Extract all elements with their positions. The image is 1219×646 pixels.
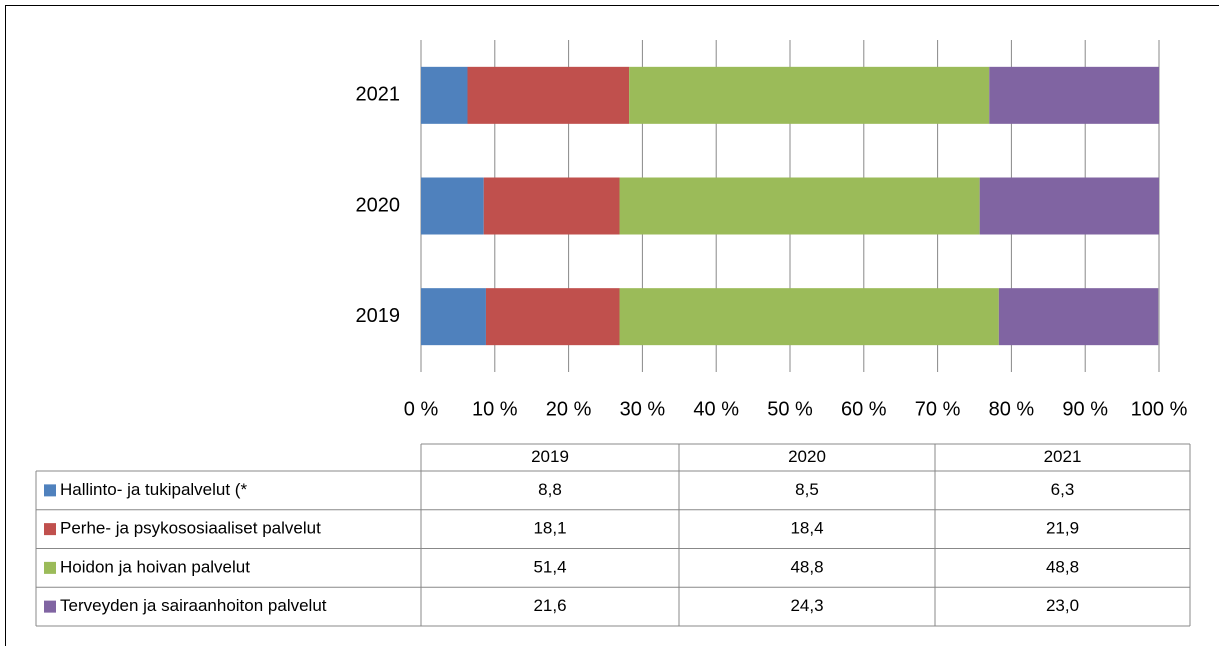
bar-segment bbox=[483, 177, 620, 235]
bar-segment bbox=[467, 66, 630, 124]
bar-segment bbox=[629, 66, 990, 124]
legend-swatch bbox=[44, 523, 56, 536]
bar-segment bbox=[421, 177, 484, 235]
bar-segment bbox=[421, 288, 486, 346]
table-value: 6,3 bbox=[1051, 480, 1075, 499]
bar-segment bbox=[998, 288, 1159, 346]
x-tick-label: 40 % bbox=[693, 398, 739, 420]
x-tick-label: 50 % bbox=[767, 398, 813, 420]
legend-label: Terveyden ja sairaanhoiton palvelut bbox=[60, 596, 327, 615]
table-header: 2019 bbox=[531, 447, 569, 466]
x-tick-label: 60 % bbox=[841, 398, 887, 420]
legend-label: Perhe- ja psykososiaaliset palvelut bbox=[60, 519, 321, 538]
x-tick-label: 80 % bbox=[989, 398, 1035, 420]
table-value: 48,8 bbox=[790, 557, 823, 576]
bar-segment bbox=[421, 66, 468, 124]
x-tick-label: 20 % bbox=[546, 398, 592, 420]
x-tick-label: 100 % bbox=[1131, 398, 1188, 420]
bar-segment bbox=[979, 177, 1159, 235]
y-tick-label: 2021 bbox=[356, 84, 401, 106]
table-header: 2020 bbox=[788, 447, 826, 466]
legend-label: Hoidon ja hoivan palvelut bbox=[60, 557, 250, 576]
legend-swatch bbox=[44, 561, 56, 574]
legend-swatch bbox=[44, 484, 56, 497]
x-tick-label: 90 % bbox=[1062, 398, 1108, 420]
x-tick-label: 10 % bbox=[472, 398, 518, 420]
x-tick-label: 70 % bbox=[915, 398, 961, 420]
table-value: 8,8 bbox=[538, 480, 562, 499]
bar-segment bbox=[989, 66, 1159, 124]
legend-label: Hallinto- ja tukipalvelut (* bbox=[60, 480, 247, 499]
table-value: 24,3 bbox=[790, 596, 823, 615]
y-tick-label: 2019 bbox=[356, 305, 401, 327]
table-header: 2021 bbox=[1044, 447, 1082, 466]
table-value: 21,9 bbox=[1046, 519, 1079, 538]
table-value: 23,0 bbox=[1046, 596, 1079, 615]
y-tick-label: 2020 bbox=[356, 194, 401, 216]
table-value: 18,1 bbox=[533, 519, 566, 538]
table-value: 51,4 bbox=[533, 557, 566, 576]
table-value: 48,8 bbox=[1046, 557, 1079, 576]
x-tick-label: 30 % bbox=[620, 398, 666, 420]
bar-segment bbox=[619, 177, 980, 235]
bar-segment bbox=[485, 288, 620, 346]
bar-segment bbox=[619, 288, 999, 346]
table-value: 8,5 bbox=[795, 480, 819, 499]
table-value: 21,6 bbox=[533, 596, 566, 615]
table-value: 18,4 bbox=[790, 519, 823, 538]
x-tick-label: 0 % bbox=[404, 398, 439, 420]
legend-swatch bbox=[44, 600, 56, 613]
